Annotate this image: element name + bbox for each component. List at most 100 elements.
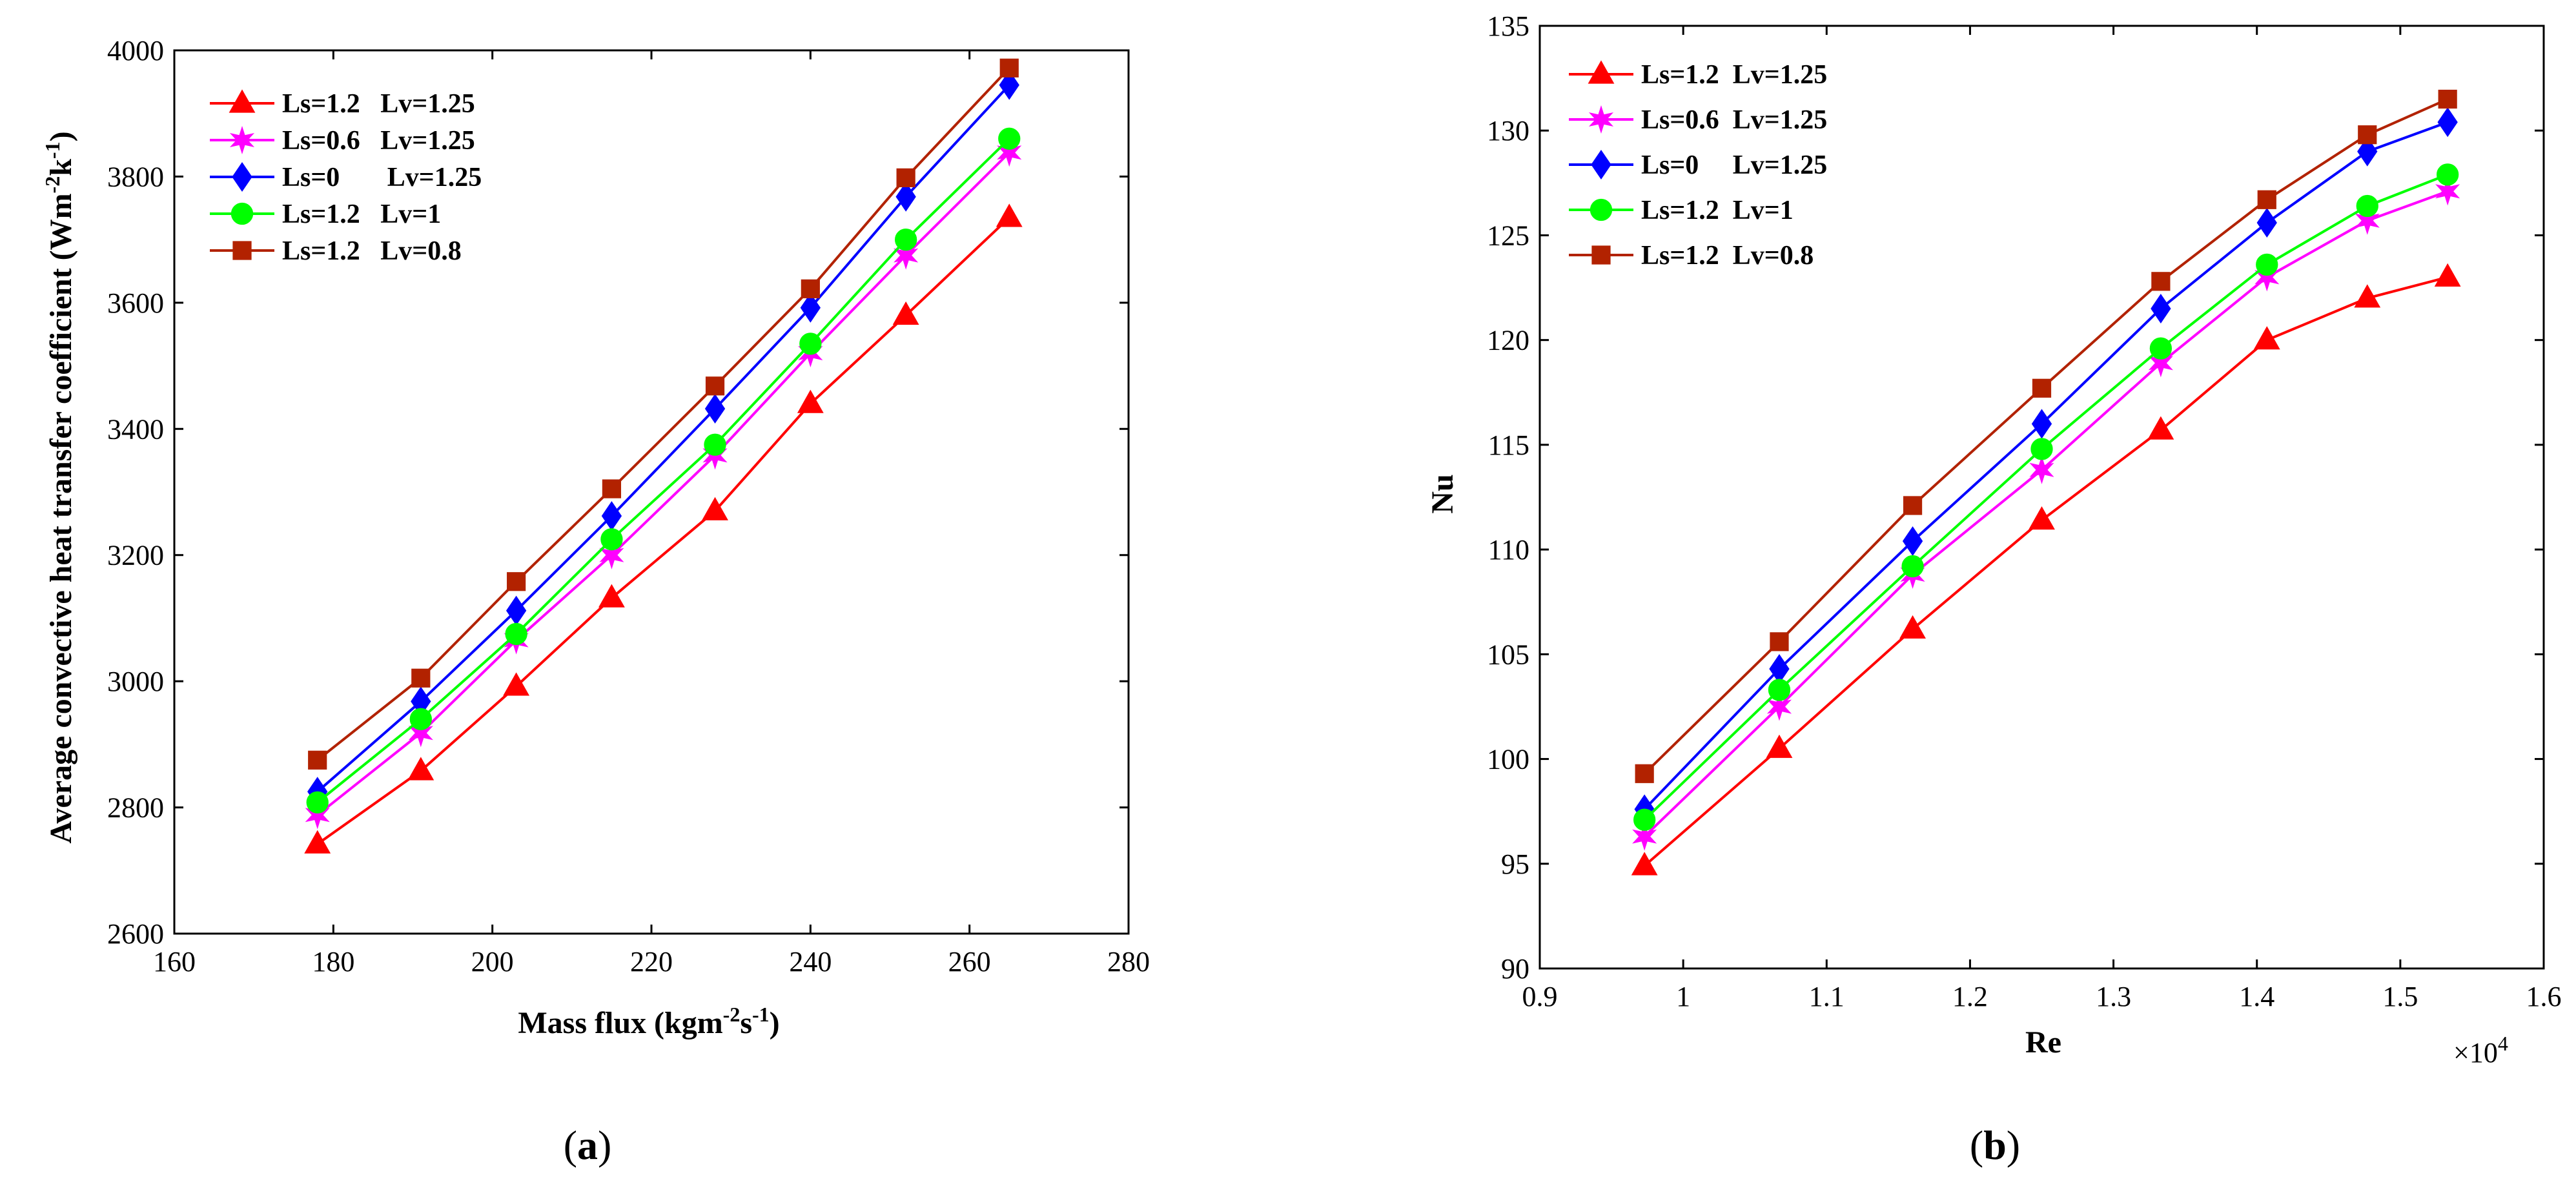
series-line-a-2: [316, 84, 1010, 793]
series-line-b-3: [1643, 173, 2448, 821]
data-point-b-3-5: [2256, 253, 2278, 276]
data-point-b-1-6: [2355, 206, 2380, 235]
chart-panel-b: 0.9 1 1.1 1.2 1.3 1.4 1.5 1.6 90 95 100 105 110 115 12…: [1426, 10, 2562, 1168]
data-point-a-0-6: [892, 301, 919, 325]
legend-marker-b-4: [1591, 245, 1611, 265]
data-point-b-1-0: [1632, 822, 1657, 851]
x-axis-label-a: Mass flux (kgm-2s-1): [518, 1003, 779, 1040]
data-point-a-0-7: [996, 203, 1023, 227]
x-tick-label-a: 160: [153, 946, 196, 978]
x-tick-label-b: 1.2: [1952, 981, 1988, 1012]
x-tick-label-a: 180: [312, 946, 354, 978]
x-tick-label-b: 1.1: [1809, 981, 1845, 1012]
series-a-3: [306, 127, 1021, 814]
data-point-a-2-7: [999, 70, 1019, 100]
data-point-a-3-1: [409, 708, 432, 730]
data-point-a-3-6: [894, 228, 917, 251]
series-line-a-4: [316, 67, 1010, 761]
data-point-b-3-2: [1901, 555, 1924, 578]
data-point-a-3-0: [306, 791, 329, 814]
data-point-a-0-3: [598, 584, 625, 608]
data-point-a-4-5: [801, 279, 820, 298]
y-tick-label-b: 90: [1501, 953, 1529, 985]
data-point-a-4-4: [705, 376, 725, 396]
x-tick-label-b: 1.5: [2382, 981, 2418, 1012]
data-point-b-0-6: [2354, 284, 2381, 308]
legend-a: Ls=1.2 Lv=1.25 Ls=0.6 Lv=1.25 Ls=0 Lv=1.25…: [210, 89, 482, 266]
legend-marker-a-3: [230, 202, 254, 225]
legend-marker-a-4: [232, 241, 252, 260]
y-tick-label-b: 130: [1487, 115, 1529, 147]
data-point-a-0-5: [797, 389, 824, 413]
data-point-b-3-6: [2356, 194, 2378, 218]
data-point-b-2-4: [2151, 293, 2171, 324]
data-point-a-0-4: [702, 497, 728, 520]
data-point-a-4-3: [602, 479, 622, 498]
y-tick-label-a: 3000: [107, 666, 164, 697]
data-point-b-4-6: [2358, 125, 2377, 145]
series-line-b-1: [1643, 190, 2448, 838]
y-tick-label-b: 105: [1487, 639, 1529, 670]
data-point-b-1-5: [2254, 263, 2280, 292]
y-tick-label-a: 3600: [107, 287, 164, 319]
y-tick-label-b: 115: [1488, 429, 1529, 461]
y-axis-label-a: Average convective heat transfer coeffic…: [41, 131, 78, 843]
data-point-a-2-6: [895, 181, 916, 212]
legend-label-a-2: Ls=0 Lv=1.25: [282, 163, 482, 192]
data-point-b-0-5: [2253, 326, 2280, 350]
data-point-b-3-3: [2030, 438, 2053, 460]
data-point-a-0-2: [503, 672, 530, 696]
data-point-b-2-3: [2031, 409, 2052, 439]
y-tick-label-b: 95: [1501, 848, 1529, 880]
data-point-b-0-1: [1766, 734, 1793, 758]
x-tick-label-a: 280: [1107, 946, 1150, 978]
series-line-b-2: [1643, 121, 2448, 810]
data-point-a-2-4: [704, 393, 726, 424]
data-point-a-3-2: [505, 622, 527, 646]
data-point-b-3-0: [1633, 808, 1656, 831]
data-point-a-2-5: [800, 292, 821, 323]
data-point-b-0-7: [2434, 263, 2461, 287]
legend-label-a-0: Ls=1.2 Lv=1.25: [282, 89, 475, 119]
y-tick-label-a: 3200: [107, 540, 164, 571]
y-tick-label-a: 2600: [107, 918, 164, 950]
data-point-b-4-0: [1635, 764, 1654, 783]
legend-label-b-2: Ls=0 Lv=1.25: [1641, 150, 1827, 180]
data-point-b-3-4: [2149, 337, 2172, 360]
data-point-a-3-4: [704, 433, 726, 456]
y-tick-label-b: 135: [1487, 10, 1529, 42]
legend-label-a-4: Ls=1.2 Lv=0.8: [282, 236, 462, 266]
data-point-a-4-6: [896, 168, 915, 187]
data-point-b-0-3: [2029, 506, 2055, 530]
series-b-4: [1635, 89, 2457, 783]
legend-marker-a-0: [229, 89, 256, 113]
caption-a: (a): [564, 1122, 612, 1168]
data-point-b-2-7: [2437, 107, 2458, 138]
series-line-a-3: [316, 138, 1010, 804]
data-point-a-0-0: [304, 830, 331, 854]
series-line-b-4: [1643, 97, 2448, 775]
x-tick-label-a: 220: [630, 946, 673, 978]
x-tick-label-a: 240: [789, 946, 832, 978]
data-point-b-0-0: [1631, 852, 1658, 876]
legend-label-a-1: Ls=0.6 Lv=1.25: [282, 126, 475, 156]
y-tick-label-b: 110: [1488, 534, 1529, 566]
x-tick-label-b: 1.6: [2526, 981, 2562, 1012]
series-line-a-0: [316, 216, 1010, 845]
legend-marker-a-2: [232, 161, 252, 192]
series-a-4: [308, 58, 1019, 770]
legend-marker-b-0: [1588, 60, 1615, 84]
y-tick-label-b: 120: [1487, 325, 1529, 356]
x-multiplier-b: ×104: [2453, 1032, 2508, 1069]
data-point-b-4-3: [2032, 378, 2052, 398]
y-tick-label-a: 3400: [107, 413, 164, 445]
data-point-b-3-7: [2437, 163, 2459, 186]
legend-label-b-3: Ls=1.2 Lv=1: [1641, 196, 1794, 225]
series-line-a-1: [316, 151, 1010, 816]
data-point-a-3-5: [799, 333, 822, 355]
data-point-a-4-2: [507, 572, 526, 591]
series-line-b-0: [1643, 276, 2448, 867]
data-point-b-4-4: [2151, 272, 2171, 291]
data-point-a-4-0: [308, 750, 327, 770]
legend-marker-b-1: [1588, 105, 1614, 134]
